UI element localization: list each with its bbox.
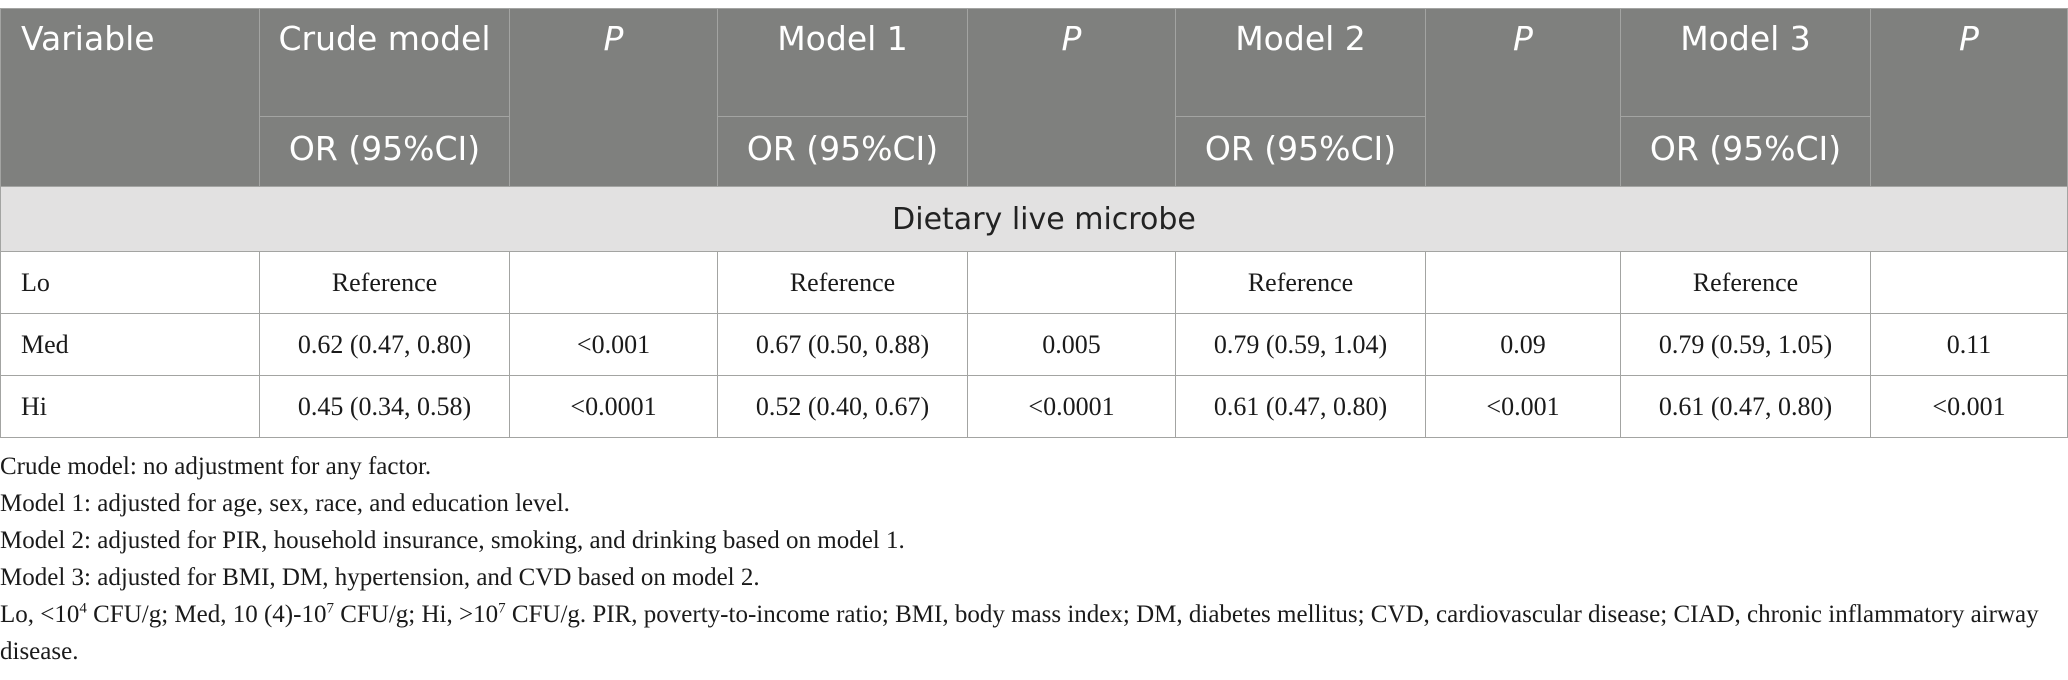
header-p-crude: P — [509, 8, 718, 187]
footnote-abbreviations: Lo, <104 CFU/g; Med, 10 (4)-107 CFU/g; H… — [0, 596, 2068, 670]
table-row: Hi 0.45 (0.34, 0.58) <0.0001 0.52 (0.40,… — [0, 375, 2068, 438]
header-model-3: Model 3 — [1620, 8, 1871, 117]
table-footnotes: Crude model: no adjustment for any facto… — [0, 448, 2068, 670]
results-table: Variable Crude model P Model 1 P Model 2… — [0, 8, 2068, 438]
footnote-crude: Crude model: no adjustment for any facto… — [0, 453, 432, 480]
header-p-model-1: P — [967, 8, 1176, 187]
table-row: Med 0.62 (0.47, 0.80) <0.001 0.67 (0.50,… — [0, 313, 2068, 376]
cell-crude-p — [509, 251, 718, 314]
cell-crude-or: 0.45 (0.34, 0.58) — [259, 375, 510, 438]
header-or-ci-crude: OR (95%CI) — [259, 116, 510, 187]
header-p-model-3: P — [1870, 8, 2068, 187]
header-model-2: Model 2 — [1175, 8, 1426, 117]
row-label: Med — [0, 313, 260, 376]
row-label: Lo — [0, 251, 260, 314]
results-table-container: Variable Crude model P Model 1 P Model 2… — [0, 8, 2068, 670]
cell-model3-p: <0.001 — [1870, 375, 2068, 438]
cell-crude-p: <0.001 — [509, 313, 718, 376]
footnote-model-3: Model 3: adjusted for BMI, DM, hypertens… — [0, 564, 760, 591]
cell-model3-or: 0.61 (0.47, 0.80) — [1620, 375, 1871, 438]
cell-model1-or: Reference — [717, 251, 968, 314]
header-row-2: OR (95%CI) OR (95%CI) OR (95%CI) OR (95%… — [1, 116, 2068, 187]
header-or-ci-model-1: OR (95%CI) — [717, 116, 968, 187]
abbr-lo-exponent: 4 — [79, 600, 87, 617]
cell-model3-p: 0.11 — [1870, 313, 2068, 376]
cell-model2-or: 0.61 (0.47, 0.80) — [1175, 375, 1426, 438]
table-row: Lo Reference Reference Reference Referen… — [0, 251, 2068, 314]
cell-crude-p: <0.0001 — [509, 375, 718, 438]
header-variable: Variable — [0, 8, 260, 187]
abbr-med: CFU/g; Med, 10 (4)-10 — [86, 601, 327, 628]
cell-model2-p — [1425, 251, 1621, 314]
cell-model2-p: <0.001 — [1425, 375, 1621, 438]
section-title: Dietary live microbe — [0, 186, 2068, 252]
cell-model2-p: 0.09 — [1425, 313, 1621, 376]
abbr-hi-exponent: 7 — [498, 600, 506, 617]
cell-model1-p — [967, 251, 1176, 314]
footnote-model-2: Model 2: adjusted for PIR, household ins… — [0, 527, 905, 554]
cell-model1-or: 0.52 (0.40, 0.67) — [717, 375, 968, 438]
section-row: Dietary live microbe — [0, 186, 2068, 252]
header-or-ci-model-2: OR (95%CI) — [1175, 116, 1426, 187]
row-label: Hi — [0, 375, 260, 438]
cell-model3-or: Reference — [1620, 251, 1871, 314]
cell-model3-p — [1870, 251, 2068, 314]
abbr-hi: CFU/g; Hi, >10 — [333, 601, 499, 628]
cell-crude-or: Reference — [259, 251, 510, 314]
header-crude-model: Crude model — [259, 8, 510, 117]
abbr-rest: CFU/g. PIR, poverty-to-income ratio; BMI… — [0, 601, 2039, 665]
cell-model1-p: <0.0001 — [967, 375, 1176, 438]
abbr-lo: Lo, <10 — [0, 601, 80, 628]
header-row-1: Variable Crude model P Model 1 P Model 2… — [0, 8, 2068, 187]
abbr-med-exponent: 7 — [326, 600, 334, 617]
header-model-1: Model 1 — [717, 8, 968, 117]
cell-model2-or: 0.79 (0.59, 1.04) — [1175, 313, 1426, 376]
cell-model1-p: 0.005 — [967, 313, 1176, 376]
cell-model3-or: 0.79 (0.59, 1.05) — [1620, 313, 1871, 376]
header-or-ci-model-3: OR (95%CI) — [1620, 116, 1871, 187]
header-p-model-2: P — [1425, 8, 1621, 187]
cell-model1-or: 0.67 (0.50, 0.88) — [717, 313, 968, 376]
cell-crude-or: 0.62 (0.47, 0.80) — [259, 313, 510, 376]
footnote-model-1: Model 1: adjusted for age, sex, race, an… — [0, 490, 570, 517]
cell-model2-or: Reference — [1175, 251, 1426, 314]
